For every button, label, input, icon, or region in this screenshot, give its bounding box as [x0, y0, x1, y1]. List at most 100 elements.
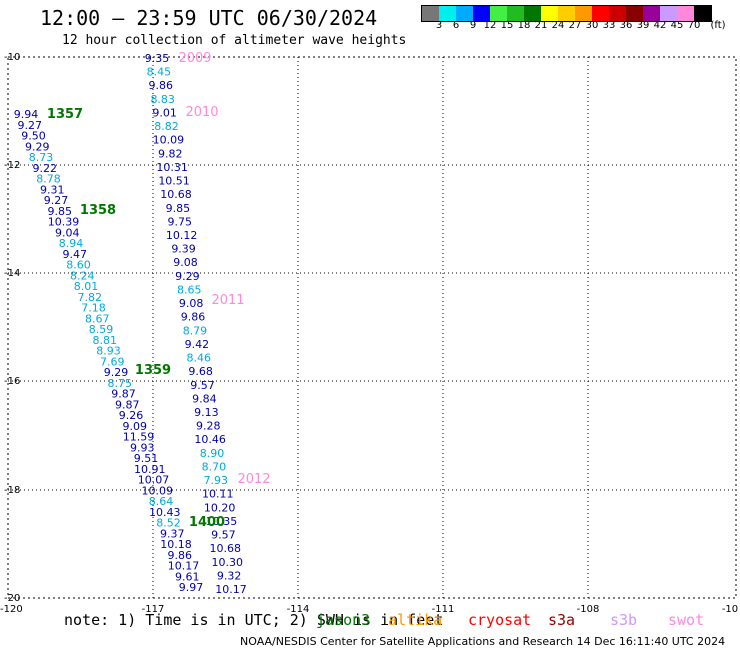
wave-height-value: 10.91 — [134, 463, 166, 476]
pass-time-label: 1400 — [189, 515, 225, 530]
longitude-tick-label: -10 — [722, 604, 738, 615]
color-scale-swatch — [592, 6, 609, 21]
wave-height-value: 9.04 — [55, 226, 80, 239]
color-scale-swatch — [677, 6, 694, 21]
latitude-tick-label: -16 — [4, 376, 20, 387]
latitude-tick-label: -14 — [4, 268, 20, 279]
wave-height-value: 9.68 — [188, 365, 213, 378]
color-scale-label: 6 — [452, 20, 460, 31]
color-scale-label: 27 — [568, 20, 582, 31]
wave-height-value: 10.46 — [194, 433, 226, 446]
color-scale-unit: (ft) — [710, 20, 726, 31]
wave-height-value: 8.79 — [183, 324, 208, 337]
wave-height-value: 8.78 — [36, 173, 61, 186]
satellite-legend-item: swot — [668, 611, 705, 629]
wave-height-value: 10.68 — [160, 188, 192, 201]
color-scale-label: 39 — [636, 20, 650, 31]
wave-height-value: 10.30 — [211, 556, 243, 569]
latitude-tick-label: -10 — [4, 52, 20, 63]
wave-height-value: 9.86 — [168, 549, 193, 562]
wave-height-value: 7.69 — [100, 355, 125, 368]
wave-height-value: 9.01 — [152, 106, 177, 119]
satellite-legend-item: s3b — [610, 611, 638, 629]
wave-height-value: 8.24 — [70, 269, 95, 282]
color-scale-swatch — [626, 6, 643, 21]
wave-height-value: 11.59 — [123, 431, 155, 444]
wave-height-value: 9.93 — [130, 441, 155, 454]
longitude-tick-label: -117 — [142, 604, 165, 615]
wave-height-value: 9.28 — [196, 420, 221, 433]
note-text: note: 1) Time is in UTC; 2) SWH is in fe… — [64, 611, 443, 629]
color-scale-swatch — [473, 6, 490, 21]
longitude-tick-label: -111 — [432, 604, 455, 615]
wave-height-value: 8.65 — [177, 283, 202, 296]
footer-credit: NOAA/NESDIS Center for Satellite Applica… — [240, 635, 726, 648]
latitude-tick-label: -12 — [4, 160, 20, 171]
map-frame — [7, 56, 737, 599]
latitude-tick-label: -20 — [4, 593, 20, 604]
color-scale-label: 18 — [517, 20, 531, 31]
wave-height-value: 8.60 — [66, 259, 91, 272]
wave-height-value: 10.18 — [160, 538, 192, 551]
wave-height-value: 9.29 — [25, 140, 50, 153]
wave-height-value: 10.17 — [168, 560, 200, 573]
color-scale-swatch — [575, 6, 592, 21]
wave-height-value: 9.86 — [181, 311, 206, 324]
wave-height-value: 9.50 — [21, 130, 46, 143]
wave-height-value: 7.18 — [81, 302, 106, 315]
wave-height-value: 8.46 — [186, 352, 211, 365]
longitude-tick-label: -114 — [287, 604, 310, 615]
satellite-legend-item: s3a — [548, 611, 576, 629]
wave-height-value: 10.11 — [202, 488, 234, 501]
wave-height-value: 10.43 — [149, 506, 181, 519]
pass-time-label: 1358 — [80, 203, 116, 218]
color-scale-label: 33 — [602, 20, 616, 31]
color-scale-label: 70 — [687, 20, 701, 31]
latitude-tick-label: -18 — [4, 485, 20, 496]
wave-height-value: 10.09 — [142, 484, 174, 497]
wave-height-value: 9.57 — [211, 529, 236, 542]
satellite-legend-item: cryosat — [468, 611, 532, 629]
color-scale-swatch — [439, 6, 456, 21]
color-scale-label: 9 — [469, 20, 477, 31]
wave-height-value: 9.61 — [175, 570, 200, 583]
pass-time-label: 2012 — [237, 472, 270, 487]
wave-height-value: 8.82 — [154, 120, 179, 133]
wave-height-value: 8.90 — [200, 447, 225, 460]
pass-time-label: 2010 — [185, 105, 218, 120]
color-scale-swatch — [490, 6, 507, 21]
wave-height-value: 10.31 — [156, 161, 188, 174]
color-scale-label: 15 — [500, 20, 514, 31]
wave-height-value: 8.75 — [108, 377, 133, 390]
color-scale-swatch — [456, 6, 473, 21]
wave-height-value: 8.45 — [147, 66, 172, 79]
longitude-tick-label: -108 — [577, 604, 600, 615]
wave-height-value: 10.12 — [166, 229, 198, 242]
wave-height-value: 9.35 — [145, 52, 170, 65]
wave-height-value: 10.09 — [153, 134, 185, 147]
wave-height-value: 10.39 — [48, 216, 80, 229]
wave-height-value: 8.01 — [74, 280, 99, 293]
color-scale-label: 30 — [585, 20, 599, 31]
color-scale-label: 24 — [551, 20, 565, 31]
wave-height-value: 10.17 — [215, 583, 247, 596]
wave-height-value: 8.67 — [85, 312, 110, 325]
color-scale-label: 45 — [670, 20, 684, 31]
wave-height-value: 9.37 — [160, 527, 185, 540]
wave-height-value: 10.51 — [158, 175, 190, 188]
longitude-tick-label: -120 — [0, 604, 23, 615]
color-scale-label: 42 — [653, 20, 667, 31]
wave-height-value: 8.52 — [156, 517, 181, 530]
wave-height-value: 8.64 — [149, 495, 174, 508]
wave-height-value: 9.39 — [171, 243, 196, 256]
wave-height-value: 9.42 — [185, 338, 210, 351]
wave-height-value: 9.97 — [179, 581, 204, 594]
wave-height-value: 9.08 — [179, 297, 204, 310]
wave-height-value: 9.94 — [14, 108, 39, 121]
pass-time-label: 2009 — [178, 51, 211, 66]
wave-height-value: 9.27 — [18, 119, 43, 132]
color-scale-swatch — [643, 6, 660, 21]
wave-height-value: 8.94 — [59, 237, 84, 250]
color-scale-swatch — [422, 6, 439, 21]
wave-height-value: 9.75 — [168, 215, 193, 228]
